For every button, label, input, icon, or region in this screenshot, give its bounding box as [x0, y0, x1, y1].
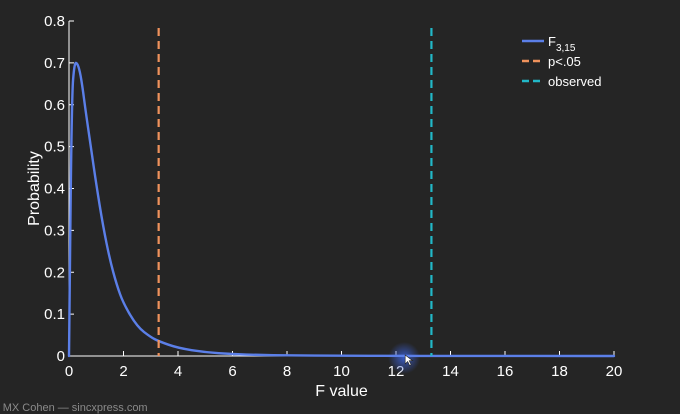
- x-tick-label: 20: [606, 363, 623, 380]
- mouse-cursor-icon: [404, 354, 414, 366]
- y-tick-label: 0.3: [44, 222, 65, 239]
- x-tick-label: 18: [551, 363, 568, 380]
- y-tick-label: 0.7: [44, 55, 65, 72]
- x-tick-label: 0: [65, 363, 73, 380]
- x-tick-label: 16: [497, 363, 514, 380]
- y-tick-label: 0.1: [44, 306, 65, 323]
- x-tick-label: 8: [283, 363, 291, 380]
- y-tick-label: 0.4: [44, 181, 65, 198]
- x-tick-label: 6: [228, 363, 236, 380]
- watermark-text: - MX Cohen — sincxpress.com: [0, 402, 148, 414]
- cursor-highlight: [388, 342, 421, 374]
- y-tick-label: 0: [57, 348, 65, 365]
- x-tick-label: 4: [174, 363, 182, 380]
- x-tick-label: 14: [442, 363, 459, 380]
- x-tick-label: 10: [333, 363, 350, 380]
- y-tick-label: 0.6: [44, 97, 65, 114]
- legend-label-1: p<.05: [548, 54, 581, 69]
- x-tick-label: 2: [119, 363, 127, 380]
- y-tick-label: 0.5: [44, 139, 65, 156]
- y-axis-title: Probability: [26, 151, 43, 226]
- y-tick-label: 0.8: [44, 13, 65, 30]
- x-axis-title: F value: [315, 383, 368, 400]
- legend-label-0: F3,15: [548, 34, 576, 54]
- series-line-0: [67, 61, 616, 358]
- y-tick-label: 0.2: [44, 264, 65, 281]
- legend-label-subscript: 3,15: [556, 43, 576, 54]
- legend-label-2: observed: [548, 74, 601, 89]
